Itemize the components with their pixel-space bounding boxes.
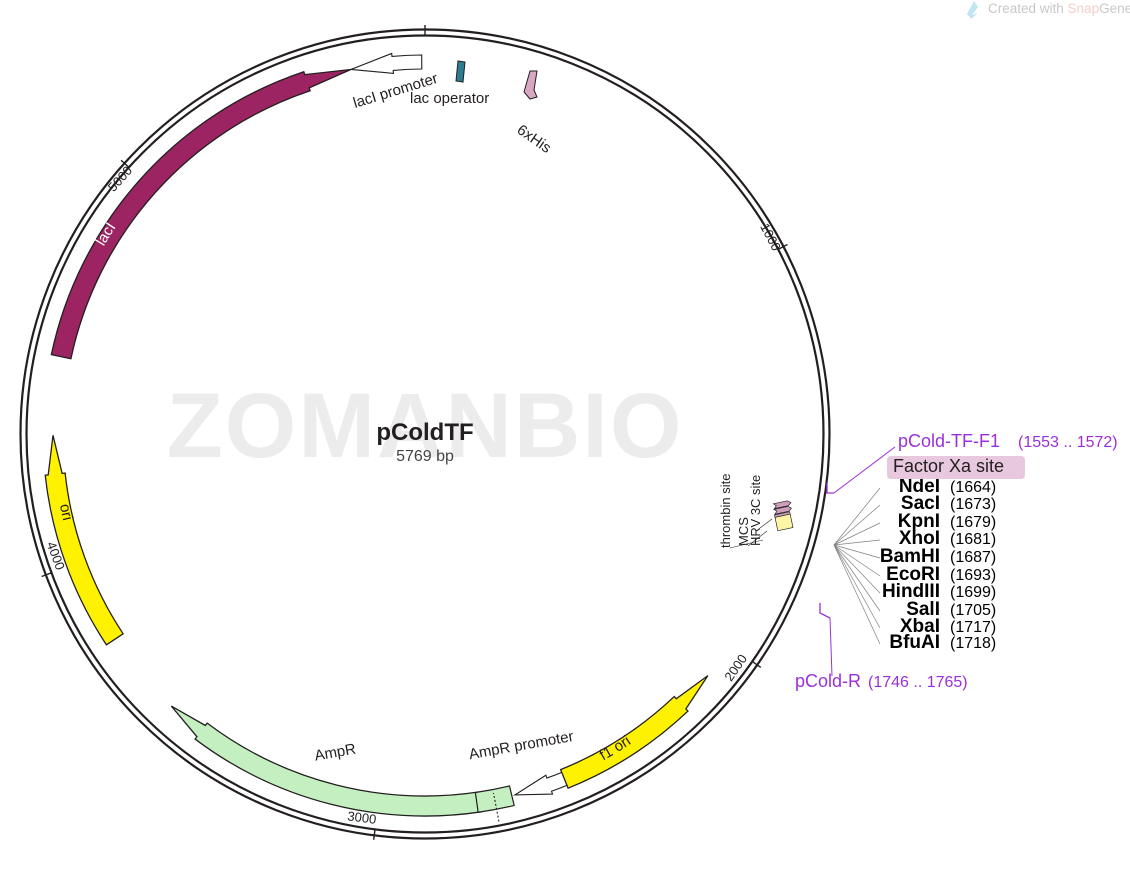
svg-text:(1687): (1687) [950, 549, 996, 566]
svg-text:(1679): (1679) [950, 514, 996, 531]
svg-text:3000: 3000 [347, 808, 378, 827]
svg-text:(1705): (1705) [950, 602, 996, 619]
svg-text:HRV 3C site: HRV 3C site [748, 475, 763, 546]
svg-text:Factor Xa site: Factor Xa site [893, 456, 1004, 476]
svg-text:BfuAI: BfuAI [889, 632, 940, 653]
svg-text:pCold-R: pCold-R [795, 671, 861, 691]
svg-text:(1664): (1664) [950, 479, 996, 496]
svg-text:thrombin site: thrombin site [718, 474, 733, 548]
svg-text:5769 bp: 5769 bp [396, 448, 454, 465]
svg-text:(1699): (1699) [950, 584, 996, 601]
svg-text:AmpR promoter: AmpR promoter [468, 728, 575, 763]
svg-text:Created with SnapGene®: Created with SnapGene® [988, 1, 1130, 16]
svg-text:pCold-TF-F1: pCold-TF-F1 [898, 431, 1000, 451]
svg-text:(1673): (1673) [950, 496, 996, 513]
svg-text:lac operator: lac operator [410, 90, 489, 107]
svg-text:AmpR: AmpR [313, 741, 357, 765]
svg-text:(1746 .. 1765): (1746 .. 1765) [868, 674, 968, 691]
svg-text:(1718): (1718) [950, 635, 996, 652]
svg-text:pColdTF: pColdTF [376, 419, 473, 446]
svg-text:(1553 .. 1572): (1553 .. 1572) [1018, 434, 1118, 451]
svg-text:(1693): (1693) [950, 567, 996, 584]
svg-text:6xHis: 6xHis [514, 121, 554, 156]
svg-text:(1681): (1681) [950, 531, 996, 548]
svg-text:(1717): (1717) [950, 619, 996, 636]
svg-text:1000: 1000 [757, 221, 784, 254]
